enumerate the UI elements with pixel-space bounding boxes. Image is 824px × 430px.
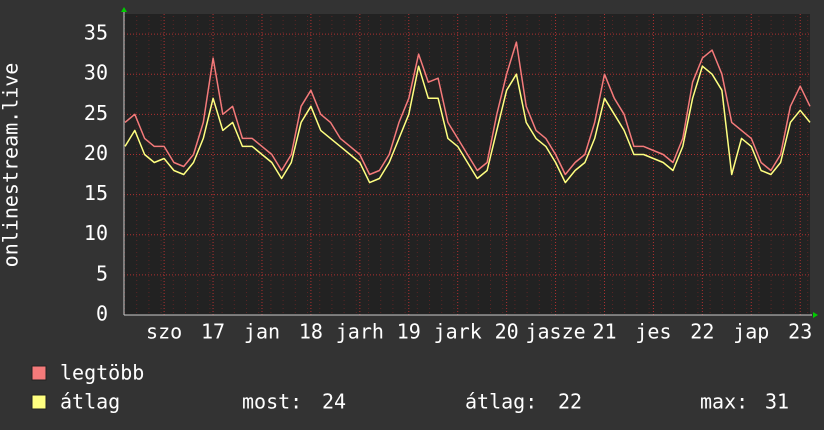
series-line <box>124 65 811 184</box>
y-axis-title: onlinestream.live <box>0 63 23 268</box>
x-tick-label: jarh <box>336 320 384 344</box>
stat-label: max: <box>700 390 748 414</box>
y-tick-label: 25 <box>84 101 108 125</box>
legend-label: átlag <box>60 390 120 414</box>
stat-value: 31 <box>765 390 789 414</box>
x-arrow <box>813 312 818 318</box>
x-tick-label: jes <box>635 320 671 344</box>
series-line <box>124 41 811 176</box>
x-tick-label: 22 <box>690 320 714 344</box>
x-tick-label: jap <box>733 320 769 344</box>
x-tick-label: jark <box>434 320 482 344</box>
y-tick-label: 20 <box>84 141 108 165</box>
stat-value: 22 <box>558 390 582 414</box>
y-arrow <box>121 7 127 12</box>
y-tick-label: 0 <box>96 302 108 326</box>
x-tick-label: szo <box>146 320 182 344</box>
stat-value: 24 <box>322 390 346 414</box>
y-tick-label: 30 <box>84 61 108 85</box>
stat-label: most: <box>242 390 302 414</box>
stat-label: átlag: <box>465 390 537 414</box>
y-tick-label: 5 <box>96 261 108 285</box>
x-tick-label: 18 <box>299 320 323 344</box>
legend-swatch <box>31 365 47 381</box>
x-tick-label: jan <box>244 320 280 344</box>
minor-grid <box>124 14 810 315</box>
x-tick-label: 23 <box>788 320 812 344</box>
x-tick-label: 19 <box>397 320 421 344</box>
y-tick-label: 15 <box>84 181 108 205</box>
x-tick-label: 21 <box>592 320 616 344</box>
legend-swatch <box>31 394 47 410</box>
legend-label: legtöbb <box>60 361 144 385</box>
x-tick-label: jasze <box>525 320 585 344</box>
y-tick-label: 35 <box>84 21 108 45</box>
y-tick-label: 10 <box>84 221 108 245</box>
x-tick-label: 17 <box>201 320 225 344</box>
x-tick-label: 20 <box>495 320 519 344</box>
